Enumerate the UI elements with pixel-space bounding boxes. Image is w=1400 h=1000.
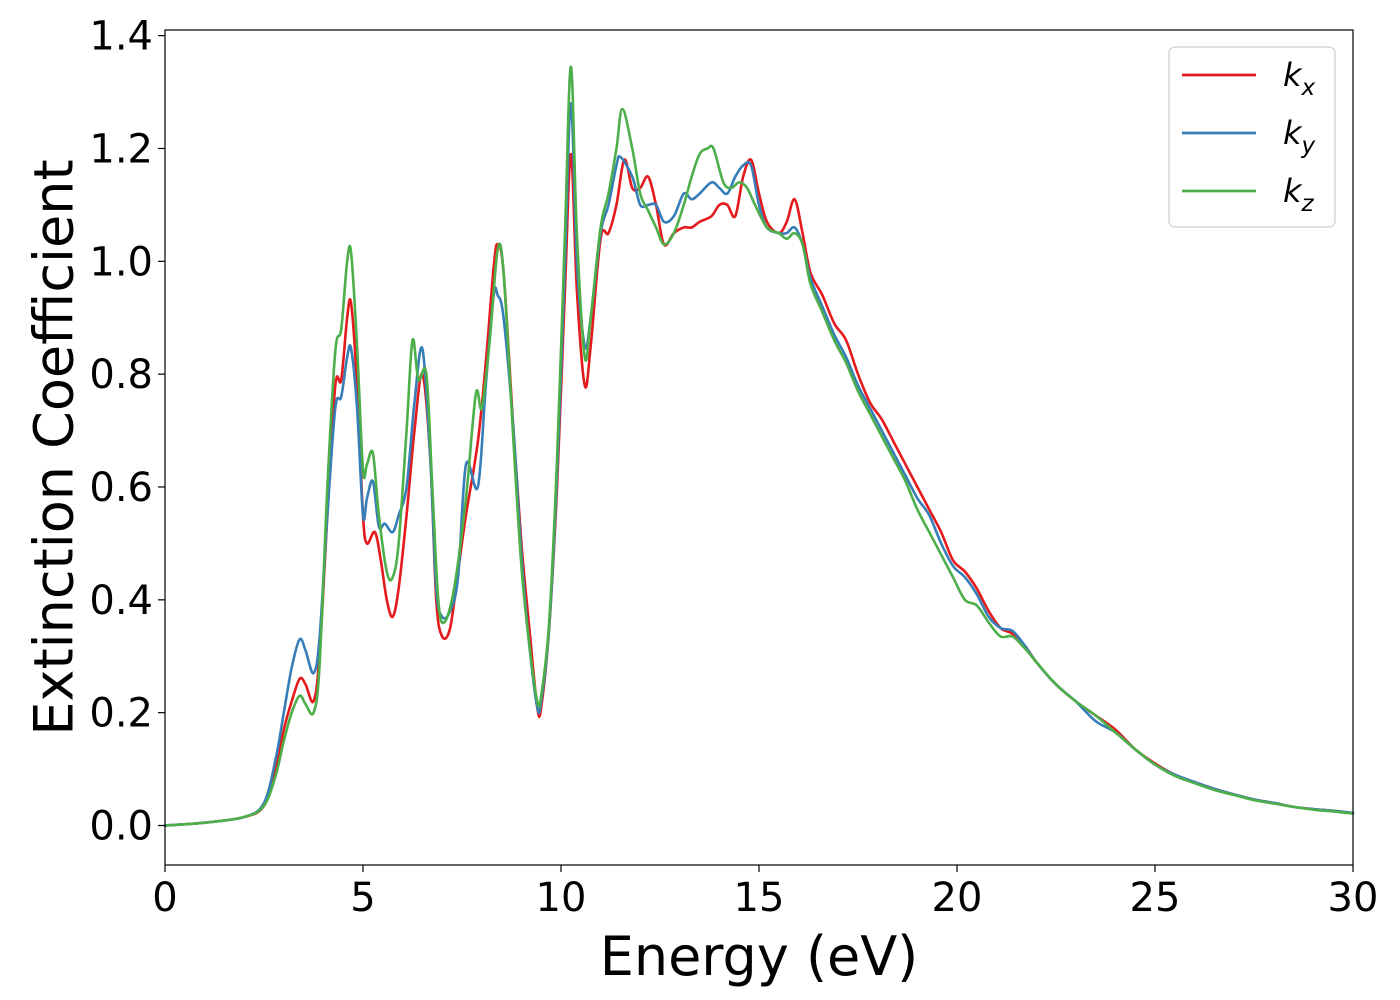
y-tick-label: 0.6: [89, 465, 153, 511]
x-tick-label: 0: [152, 875, 177, 921]
legend-box: [1168, 46, 1336, 228]
x-axis-title: Energy (eV): [600, 925, 919, 988]
series-line-k-z: [163, 65, 1355, 827]
x-tick-label: 5: [350, 875, 375, 921]
y-tick-label: 0.0: [89, 804, 153, 850]
x-axis-ticks: 0 5 10 15 20 25 30: [152, 865, 1378, 921]
x-tick-label: 30: [1328, 875, 1379, 921]
legend-label-main: k: [1283, 114, 1303, 152]
y-tick-label: 1.2: [89, 126, 153, 172]
y-axis-title: Extinction Coefficient: [23, 159, 86, 735]
legend-label-main: k: [1283, 56, 1303, 94]
legend-label-subscript: x: [1301, 75, 1316, 101]
legend-label-subscript: y: [1301, 133, 1316, 159]
series-layer: [163, 65, 1355, 827]
x-tick-label: 20: [932, 875, 983, 921]
y-tick-label: 1.4: [89, 14, 153, 60]
series-line-k-y: [163, 102, 1355, 827]
legend-label-x: kx: [1283, 56, 1316, 101]
series-line-k-x: [163, 152, 1355, 827]
y-tick-label: 0.8: [89, 352, 153, 398]
x-tick-label: 15: [734, 875, 785, 921]
y-axis-ticks: 0.0 0.2 0.4 0.6 0.8 1.0 1.2 1.4: [89, 14, 165, 850]
y-tick-label: 0.2: [89, 691, 153, 737]
legend-label-main: k: [1283, 172, 1303, 210]
y-tick-label: 1.0: [89, 239, 153, 285]
y-tick-label: 0.4: [89, 578, 153, 624]
legend-label-subscript: z: [1301, 191, 1315, 217]
x-tick-label: 10: [536, 875, 587, 921]
legend-label-y: ky: [1283, 114, 1316, 159]
legend-label-z: kz: [1283, 172, 1315, 217]
x-tick-label: 25: [1130, 875, 1181, 921]
